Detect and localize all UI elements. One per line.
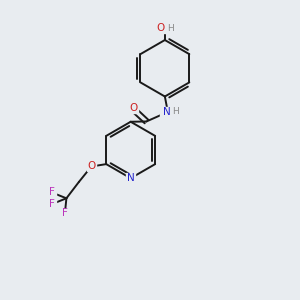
Text: N: N (127, 173, 135, 183)
Bar (87, 162, 96, 171)
Bar (47, 188, 56, 196)
Text: N: N (163, 107, 171, 117)
Text: O: O (87, 161, 95, 172)
Text: O: O (129, 103, 137, 113)
Text: H: H (167, 24, 174, 33)
Text: H: H (172, 107, 178, 116)
Text: F: F (49, 199, 55, 209)
Bar (126, 173, 135, 183)
Bar (47, 200, 56, 208)
Text: F: F (62, 208, 68, 218)
Bar (129, 104, 137, 113)
Bar (160, 107, 175, 117)
Bar (61, 209, 69, 217)
Bar (161, 25, 169, 33)
Text: F: F (49, 188, 55, 197)
Text: O: O (157, 23, 165, 33)
